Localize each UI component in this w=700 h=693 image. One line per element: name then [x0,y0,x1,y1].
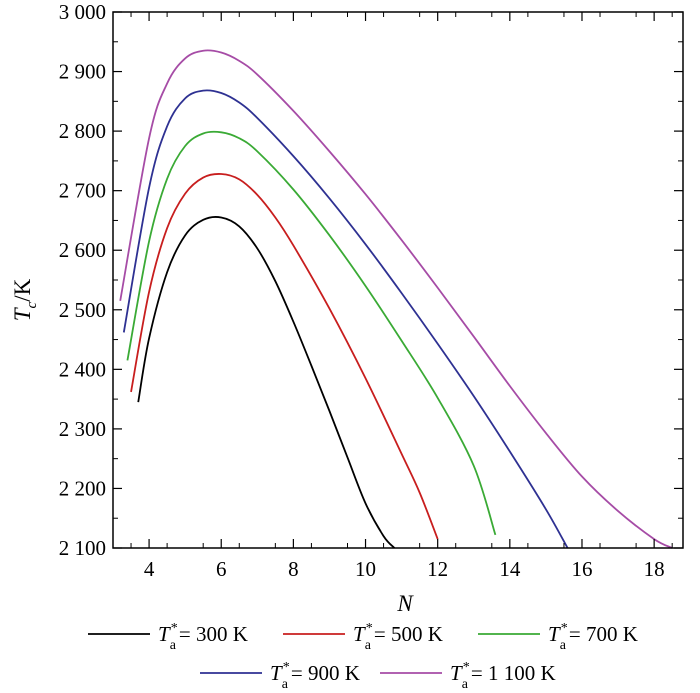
series-line-4 [122,89,569,549]
series-line-2 [130,173,439,540]
y-axis-title-symbol: T [10,306,35,321]
legend: T* a = 300 K T* a = 500 K T* a = 700 K T* a = 900 K… [88,621,638,692]
y-tick-label: 2 300 [59,417,106,441]
x-tick-label: 4 [144,557,155,581]
y-tick-label: 3 000 [59,0,106,24]
x-tick-label: 10 [355,557,376,581]
x-axis-title: N [396,591,414,616]
x-tick-label: 8 [288,557,299,581]
svg-text:Tc/K: Tc/K [10,278,40,321]
x-tick-label: 12 [427,557,448,581]
x-axis-ticks: 4 6 8 10 12 14 16 18 [130,12,673,581]
legend-label-4: T* a = 900 K [270,660,360,692]
legend-label-3: T* a = 700 K [548,621,638,653]
series-lines [119,49,673,549]
y-tick-label: 2 400 [59,357,106,381]
y-tick-label: 2 700 [59,179,106,203]
y-tick-label: 2 800 [59,119,106,143]
y-axis-title-subscript: c [24,301,40,308]
x-tick-label: 18 [644,557,665,581]
series-line-1 [137,216,396,549]
y-tick-label: 2 900 [59,60,106,84]
y-axis-ticks: 2 100 2 200 2 300 2 400 2 500 2 600 2 700 2 800… [59,0,683,560]
series-line-5 [119,49,673,549]
x-tick-label: 6 [216,557,227,581]
legend-label-5: T* a = 1 100 K [450,660,556,692]
x-tick-label: 16 [571,557,592,581]
series-line-3 [126,130,497,536]
legend-label-2: T* a = 500 K [353,621,443,653]
legend-label-1: T* a = 300 K [158,621,248,653]
y-tick-label: 2 500 [59,298,106,322]
y-tick-label: 2 600 [59,238,106,262]
y-tick-label: 2 100 [59,536,106,560]
y-tick-label: 2 200 [59,476,106,500]
y-axis-title: Tc/K [10,278,40,321]
y-axis-title-unit: /K [10,278,35,301]
x-tick-label: 14 [499,557,521,581]
